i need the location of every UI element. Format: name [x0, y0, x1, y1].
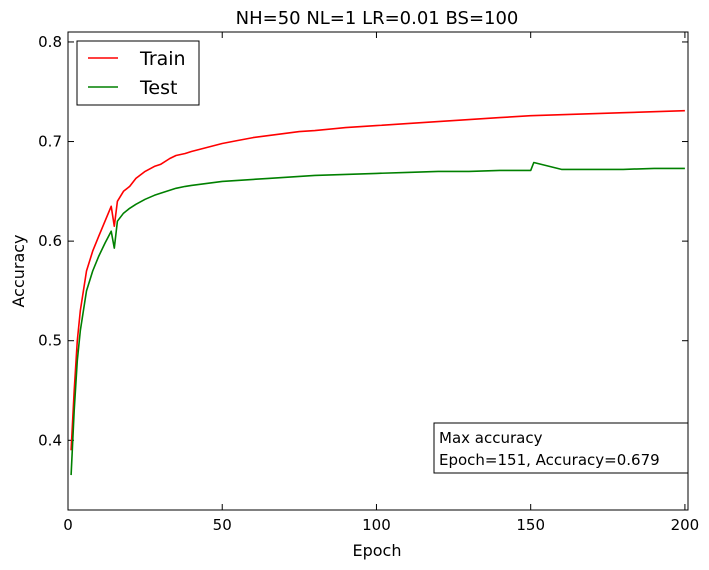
x-tick-label: 150 — [516, 516, 545, 534]
y-tick-label: 0.7 — [38, 133, 62, 151]
plot-frame — [67, 31, 689, 511]
axis-ticks: 0 50 100 150 200 0.4 0.5 0.6 0.7 0.8 — [38, 32, 699, 534]
series-line-test — [70, 161, 685, 476]
legend: Train Test — [76, 40, 200, 106]
y-tick-label: 0.5 — [38, 332, 62, 350]
x-tick-label: 50 — [213, 516, 232, 534]
annotation-frame — [433, 422, 689, 474]
annotation-box: Max accuracy Epoch=151, Accuracy=0.679 — [433, 422, 689, 474]
x-axis-label: Epoch — [353, 541, 402, 560]
legend-label-train: Train — [139, 48, 186, 70]
x-tick-label: 200 — [671, 516, 700, 534]
y-tick-label: 0.4 — [38, 431, 62, 449]
legend-label-test: Test — [139, 77, 177, 99]
chart-title: NH=50 NL=1 LR=0.01 BS=100 — [236, 8, 519, 29]
x-tick-label: 0 — [63, 516, 73, 534]
y-axis-label: Accuracy — [9, 234, 28, 307]
x-tick-label: 100 — [362, 516, 391, 534]
series-lines — [70, 109, 685, 476]
y-tick-label: 0.8 — [38, 33, 62, 51]
y-tick-label: 0.6 — [38, 232, 62, 250]
annotation-line-2: Epoch=151, Accuracy=0.679 — [439, 451, 660, 469]
series-line-train — [70, 109, 685, 451]
annotation-line-1: Max accuracy — [439, 429, 543, 447]
legend-box — [76, 40, 200, 106]
